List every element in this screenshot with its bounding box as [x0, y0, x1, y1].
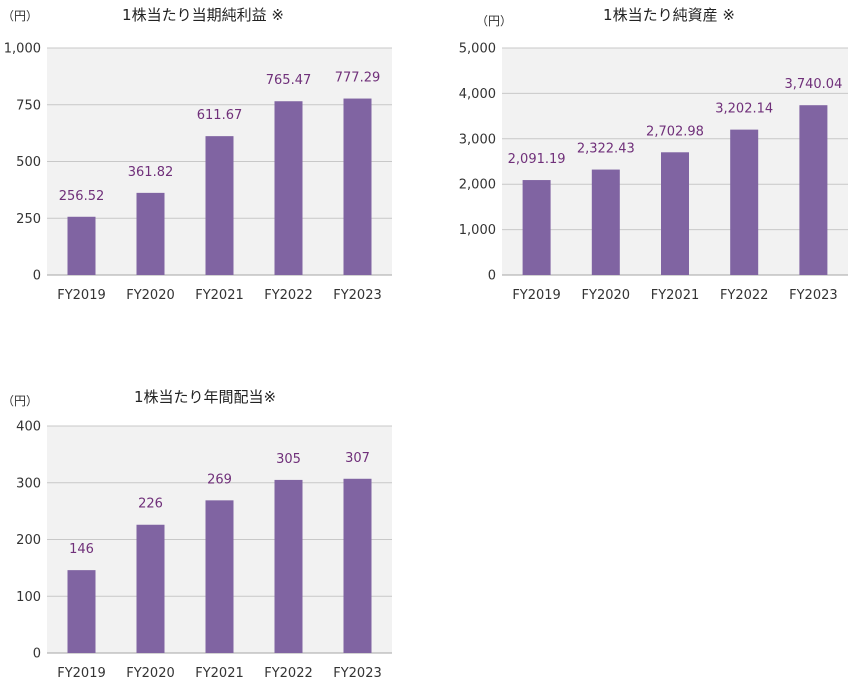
- eps-chart: 0 250 500 750 1,000 256.52 FY2019 361.82 FY2020 6…: [2, 6, 392, 303]
- eps-xtick-label: FY2019: [57, 288, 106, 303]
- bps-ytick-label: 1,000: [459, 223, 496, 238]
- eps-xtick-label: FY2022: [264, 288, 313, 303]
- dps-unit-label: （円）: [2, 394, 38, 408]
- dps-ytick-label: 200: [16, 533, 41, 548]
- dps-ytick-label: 400: [16, 420, 41, 435]
- dps-bar-fy2023: [343, 478, 372, 653]
- bps-xtick-label: FY2022: [720, 288, 769, 303]
- eps-bar-fy2019: [67, 216, 96, 275]
- eps-data-label: 777.29: [335, 71, 381, 86]
- eps-xtick-label: FY2021: [195, 288, 244, 303]
- dps-ytick-label: 300: [16, 476, 41, 491]
- bps-ytick-label: 4,000: [459, 87, 496, 102]
- eps-ytick-label: 500: [16, 155, 41, 170]
- dps-ytick-label: 100: [16, 590, 41, 605]
- bps-data-label: 3,740.04: [784, 77, 842, 92]
- bps-bar-fy2022: [730, 129, 759, 275]
- bps-chart: 0 1,000 2,000 3,000 4,000 5,000 2,091.19 FY2019…: [459, 6, 848, 303]
- eps-xtick-label: FY2020: [126, 288, 175, 303]
- eps-data-label: 611.67: [197, 108, 243, 123]
- eps-ytick-label: 1,000: [4, 42, 41, 57]
- eps-data-label: 256.52: [59, 189, 105, 204]
- dps-data-label: 269: [207, 472, 232, 487]
- bps-data-label: 2,702.98: [646, 124, 704, 139]
- dps-data-label: 146: [69, 542, 94, 557]
- bps-unit-label: （円）: [476, 14, 512, 28]
- eps-xtick-label: FY2023: [333, 288, 382, 303]
- bps-data-label: 2,091.19: [508, 152, 566, 167]
- dps-chart: 0 100 200 300 400 146 FY2019 226 FY2020 269 FY2021…: [2, 388, 392, 681]
- bps-ytick-label: 3,000: [459, 132, 496, 147]
- eps-bar-fy2022: [274, 101, 303, 275]
- dps-bar-fy2021: [205, 500, 234, 653]
- dps-bar-fy2020: [136, 524, 165, 653]
- eps-unit-label: （円）: [2, 9, 38, 23]
- bps-data-label: 3,202.14: [715, 102, 773, 117]
- dps-xtick-label: FY2022: [264, 666, 313, 681]
- eps-ytick-label: 0: [33, 269, 41, 284]
- eps-bar-fy2021: [205, 136, 234, 275]
- eps-bar-fy2020: [136, 192, 165, 275]
- bps-bar-fy2023: [799, 105, 828, 276]
- dps-data-label: 307: [345, 451, 370, 466]
- eps-bar-fy2023: [343, 98, 372, 275]
- dps-chart-title: 1株当たり年間配当※: [134, 388, 276, 406]
- dps-xtick-label: FY2019: [57, 666, 106, 681]
- bps-bar-fy2020: [591, 169, 620, 275]
- dps-ytick-label: 0: [33, 647, 41, 662]
- bps-bar-fy2021: [661, 152, 689, 275]
- bps-bar-fy2019: [522, 180, 551, 275]
- eps-ytick-label: 250: [16, 212, 41, 227]
- bps-data-label: 2,322.43: [577, 142, 635, 157]
- bps-chart-title: 1株当たり純資産 ※: [603, 6, 735, 24]
- eps-data-label: 361.82: [128, 165, 174, 180]
- bps-xtick-label: FY2019: [512, 288, 561, 303]
- dps-xtick-label: FY2020: [126, 666, 175, 681]
- bps-xtick-label: FY2021: [651, 288, 700, 303]
- dps-data-label: 226: [138, 497, 163, 512]
- eps-chart-title: 1株当たり当期純利益 ※: [122, 6, 284, 24]
- dps-bar-fy2022: [274, 479, 303, 653]
- dps-xtick-label: FY2023: [333, 666, 382, 681]
- bps-ytick-label: 2,000: [459, 178, 496, 193]
- bps-xtick-label: FY2020: [582, 288, 631, 303]
- dps-bar-fy2019: [67, 570, 96, 653]
- eps-data-label: 765.47: [266, 73, 312, 88]
- dps-xtick-label: FY2021: [195, 666, 244, 681]
- bps-ytick-label: 5,000: [459, 42, 496, 57]
- bps-xtick-label: FY2023: [789, 288, 838, 303]
- bps-ytick-label: 0: [488, 269, 496, 284]
- dps-data-label: 305: [276, 452, 301, 467]
- eps-ytick-label: 750: [16, 98, 41, 113]
